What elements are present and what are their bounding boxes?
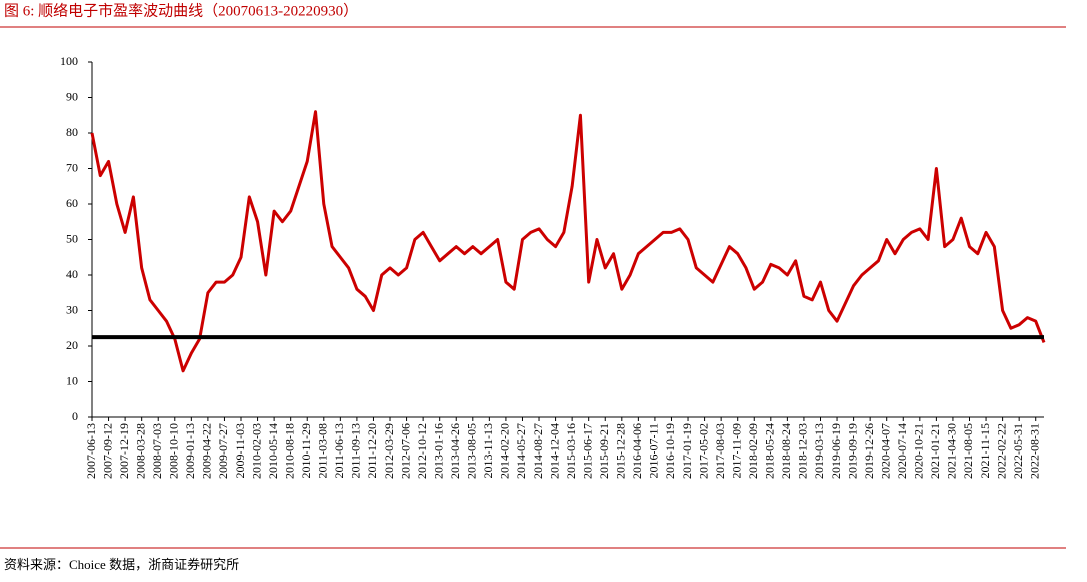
- y-tick-label: 90: [66, 89, 78, 103]
- x-tick-label: 2008-03-28: [133, 423, 147, 479]
- x-tick-label: 2007-06-13: [84, 423, 98, 479]
- x-tick-label: 2017-08-03: [713, 423, 727, 479]
- x-tick-label: 2010-11-29: [299, 423, 313, 479]
- x-tick-label: 2015-12-28: [614, 423, 628, 479]
- x-tick-label: 2022-02-22: [994, 423, 1008, 479]
- x-tick-label: 2012-10-12: [415, 423, 429, 479]
- x-tick-label: 2014-05-27: [514, 423, 528, 479]
- x-tick-label: 2019-12-26: [862, 423, 876, 479]
- x-tick-label: 2007-12-19: [117, 423, 131, 479]
- x-tick-label: 2022-05-31: [1011, 423, 1025, 479]
- x-tick-label: 2013-04-26: [448, 423, 462, 479]
- y-tick-label: 50: [66, 231, 78, 245]
- x-tick-label: 2017-05-02: [696, 423, 710, 479]
- x-tick-label: 2009-11-03: [233, 423, 247, 479]
- y-tick-label: 20: [66, 338, 78, 352]
- y-tick-label: 0: [72, 409, 78, 423]
- x-tick-label: 2019-06-19: [829, 423, 843, 479]
- x-tick-label: 2014-08-27: [531, 423, 545, 479]
- x-tick-label: 2009-07-27: [216, 423, 230, 479]
- x-tick-label: 2015-09-21: [597, 423, 611, 479]
- x-tick-label: 2012-07-06: [398, 423, 412, 479]
- x-tick-label: 2021-08-05: [961, 423, 975, 479]
- x-tick-label: 2013-11-13: [481, 423, 495, 479]
- x-tick-label: 2010-02-03: [249, 423, 263, 479]
- x-tick-label: 2007-09-12: [100, 423, 114, 479]
- x-tick-label: 2008-10-10: [167, 423, 181, 479]
- x-tick-label: 2020-10-21: [912, 423, 926, 479]
- x-tick-label: 2018-12-03: [796, 423, 810, 479]
- chart-title: 图 6: 顺络电子市盈率波动曲线（20070613-20220930）: [4, 2, 358, 19]
- x-tick-label: 2020-04-07: [878, 423, 892, 479]
- y-tick-label: 10: [66, 373, 78, 387]
- x-tick-label: 2021-04-30: [945, 423, 959, 479]
- x-tick-label: 2011-12-20: [365, 423, 379, 479]
- x-tick-label: 2020-07-14: [895, 423, 909, 479]
- x-tick-label: 2011-09-13: [349, 423, 363, 479]
- x-tick-label: 2015-03-16: [564, 423, 578, 479]
- x-tick-label: 2012-03-29: [382, 423, 396, 479]
- x-tick-label: 2021-01-21: [928, 423, 942, 479]
- x-tick-label: 2010-05-14: [266, 423, 280, 479]
- x-tick-label: 2010-08-18: [282, 423, 296, 479]
- x-tick-label: 2018-02-09: [746, 423, 760, 479]
- x-tick-label: 2021-11-15: [978, 423, 992, 479]
- x-tick-label: 2009-04-22: [200, 423, 214, 479]
- x-tick-label: 2017-11-09: [729, 423, 743, 479]
- x-tick-label: 2017-01-19: [680, 423, 694, 479]
- source-note: 资料来源：Choice 数据，浙商证券研究所: [4, 557, 239, 572]
- x-tick-label: 2016-07-11: [647, 423, 661, 479]
- x-tick-label: 2009-01-13: [183, 423, 197, 479]
- y-tick-label: 30: [66, 302, 78, 316]
- x-tick-label: 2011-06-13: [332, 423, 346, 479]
- y-tick-label: 70: [66, 160, 78, 174]
- x-tick-label: 2015-06-17: [580, 423, 594, 479]
- x-tick-label: 2016-04-06: [630, 423, 644, 479]
- y-tick-label: 60: [66, 196, 78, 210]
- y-tick-label: 40: [66, 267, 78, 281]
- x-tick-label: 2008-07-03: [150, 423, 164, 479]
- x-tick-label: 2019-03-13: [812, 423, 826, 479]
- y-tick-label: 80: [66, 125, 78, 139]
- x-tick-label: 2016-10-19: [663, 423, 677, 479]
- x-tick-label: 2013-01-16: [431, 423, 445, 479]
- x-tick-label: 2018-05-24: [763, 423, 777, 479]
- x-tick-label: 2014-12-04: [547, 423, 561, 479]
- x-tick-label: 2013-08-05: [465, 423, 479, 479]
- x-tick-label: 2022-08-31: [1027, 423, 1041, 479]
- x-tick-label: 2019-09-19: [845, 423, 859, 479]
- x-tick-label: 2011-03-08: [316, 423, 330, 479]
- data-line: [90, 110, 1046, 373]
- y-tick-label: 100: [60, 54, 78, 68]
- x-tick-label: 2018-08-24: [779, 423, 793, 479]
- x-tick-label: 2014-02-20: [498, 423, 512, 479]
